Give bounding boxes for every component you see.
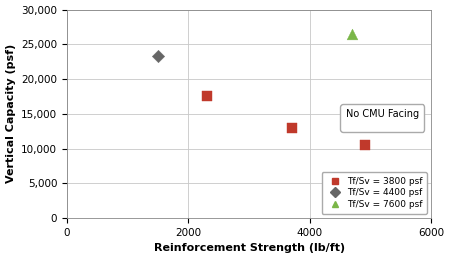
Point	[288, 126, 295, 130]
Point	[349, 32, 356, 36]
Point	[154, 54, 162, 58]
Point	[361, 143, 368, 147]
Y-axis label: Vertical Capacity (psf): Vertical Capacity (psf)	[5, 44, 16, 183]
Legend: Tf/Sv = 3800 psf, Tf/Sv = 4400 psf, Tf/Sv = 7600 psf: Tf/Sv = 3800 psf, Tf/Sv = 4400 psf, Tf/S…	[322, 172, 427, 214]
Point	[203, 94, 210, 98]
X-axis label: Reinforcement Strength (lb/ft): Reinforcement Strength (lb/ft)	[153, 243, 345, 254]
